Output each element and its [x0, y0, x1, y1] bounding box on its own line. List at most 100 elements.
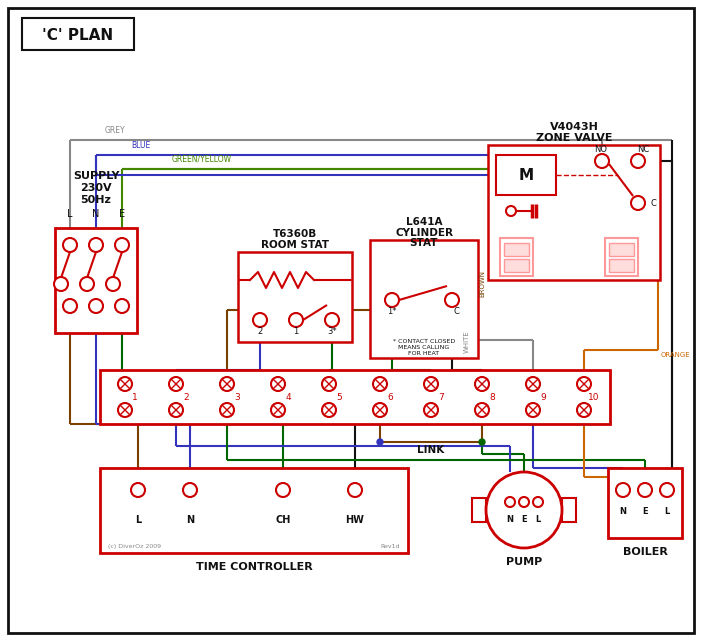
Circle shape [660, 483, 674, 497]
Circle shape [519, 497, 529, 507]
Text: 230V: 230V [80, 183, 112, 193]
FancyBboxPatch shape [8, 8, 694, 633]
Text: E: E [642, 508, 648, 517]
FancyBboxPatch shape [609, 259, 634, 272]
Text: 5: 5 [336, 392, 342, 401]
Text: (c) DiverOz 2009: (c) DiverOz 2009 [108, 544, 161, 549]
Text: E: E [119, 209, 125, 219]
Text: 1*: 1* [388, 308, 397, 317]
FancyBboxPatch shape [608, 468, 682, 538]
Text: HW: HW [345, 515, 364, 525]
Text: ORANGE: ORANGE [661, 352, 691, 358]
Text: 7: 7 [438, 392, 444, 401]
Text: 50Hz: 50Hz [81, 195, 112, 205]
Circle shape [526, 377, 540, 391]
Circle shape [577, 377, 591, 391]
Circle shape [373, 403, 387, 417]
Circle shape [89, 299, 103, 313]
Circle shape [577, 403, 591, 417]
Circle shape [424, 377, 438, 391]
Circle shape [276, 483, 290, 497]
Circle shape [322, 377, 336, 391]
Circle shape [616, 483, 630, 497]
Circle shape [118, 377, 132, 391]
Text: BLUE: BLUE [131, 141, 150, 150]
FancyBboxPatch shape [496, 155, 556, 195]
Circle shape [131, 483, 145, 497]
Text: L: L [664, 508, 670, 517]
Text: T6360B: T6360B [273, 229, 317, 239]
Circle shape [89, 238, 103, 252]
Text: * CONTACT CLOSED
MEANS CALLING
FOR HEAT: * CONTACT CLOSED MEANS CALLING FOR HEAT [393, 338, 455, 356]
Circle shape [595, 154, 609, 168]
FancyBboxPatch shape [22, 18, 134, 50]
Circle shape [118, 403, 132, 417]
Text: 1: 1 [293, 328, 298, 337]
FancyBboxPatch shape [238, 252, 352, 342]
Circle shape [445, 293, 459, 307]
Circle shape [271, 377, 285, 391]
Text: BROWN: BROWN [479, 270, 485, 297]
Text: 1: 1 [132, 392, 138, 401]
Text: 9: 9 [540, 392, 546, 401]
Text: L: L [135, 515, 141, 525]
FancyBboxPatch shape [609, 243, 634, 256]
Circle shape [385, 293, 399, 307]
Text: 6: 6 [387, 392, 393, 401]
FancyBboxPatch shape [100, 468, 408, 553]
Circle shape [348, 483, 362, 497]
FancyBboxPatch shape [100, 370, 610, 424]
Circle shape [63, 299, 77, 313]
Text: Rev1d: Rev1d [380, 544, 400, 549]
Text: 3: 3 [234, 392, 240, 401]
Circle shape [271, 403, 285, 417]
Circle shape [373, 377, 387, 391]
Text: M: M [519, 167, 534, 183]
Text: GREY: GREY [105, 126, 126, 135]
FancyBboxPatch shape [504, 259, 529, 272]
Text: PUMP: PUMP [506, 557, 542, 567]
Text: CH: CH [275, 515, 291, 525]
Text: C: C [650, 199, 656, 208]
Text: N: N [92, 209, 100, 219]
Text: N: N [619, 508, 626, 517]
Circle shape [289, 313, 303, 327]
Text: ROOM STAT: ROOM STAT [261, 240, 329, 250]
Circle shape [475, 377, 489, 391]
Circle shape [526, 403, 540, 417]
Text: GREEN/YELLOW: GREEN/YELLOW [172, 155, 232, 164]
Circle shape [54, 277, 68, 291]
Circle shape [63, 238, 77, 252]
Text: WHITE: WHITE [464, 330, 470, 353]
Text: 'C' PLAN: 'C' PLAN [42, 28, 114, 44]
Text: TIME CONTROLLER: TIME CONTROLLER [196, 562, 312, 572]
Circle shape [475, 403, 489, 417]
Circle shape [505, 497, 515, 507]
Text: C: C [453, 308, 459, 317]
Text: E: E [521, 515, 526, 524]
Circle shape [115, 299, 129, 313]
Circle shape [377, 439, 383, 445]
Circle shape [106, 277, 120, 291]
Text: N: N [507, 515, 513, 524]
Circle shape [325, 313, 339, 327]
Text: N: N [186, 515, 194, 525]
Circle shape [220, 377, 234, 391]
Text: SUPPLY: SUPPLY [73, 171, 119, 181]
Circle shape [183, 483, 197, 497]
Text: L: L [67, 209, 73, 219]
Text: L641A: L641A [406, 217, 442, 227]
Text: NC: NC [637, 146, 649, 154]
Text: 10: 10 [588, 392, 600, 401]
Circle shape [479, 439, 485, 445]
Text: 3*: 3* [327, 328, 337, 337]
Text: V4043H: V4043H [550, 122, 598, 132]
Circle shape [533, 497, 543, 507]
Text: BOILER: BOILER [623, 547, 668, 557]
Circle shape [631, 154, 645, 168]
Circle shape [322, 403, 336, 417]
Circle shape [169, 377, 183, 391]
Text: CYLINDER: CYLINDER [395, 228, 453, 238]
Circle shape [424, 403, 438, 417]
Text: 8: 8 [489, 392, 495, 401]
